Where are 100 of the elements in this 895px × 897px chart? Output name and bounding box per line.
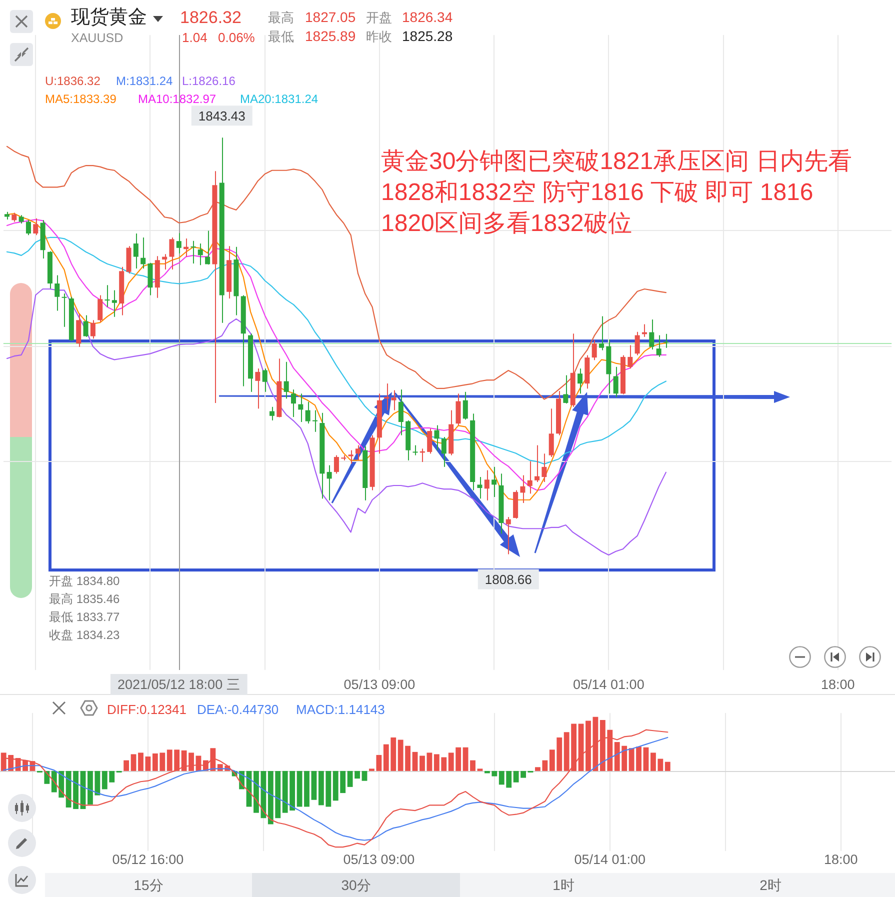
candlestick [441,436,446,468]
annotation: 1843.43 [198,108,246,124]
x-tick-label: 05/13 09:00 [343,852,415,867]
bar [412,752,418,771]
candlestick [90,320,96,340]
candlestick [198,242,203,266]
annotation: 1825.28 [402,28,453,44]
x-tick-label: 05/12 16:00 [112,852,184,867]
x-tick-label: 18:00 [824,852,858,867]
candlestick [634,331,640,356]
chart-title: 现货黄金 [71,6,147,29]
candlestick [62,293,67,328]
candlestick [98,294,103,322]
candlestick [391,390,396,411]
candlestick [334,454,339,474]
text: 15分 [134,876,164,894]
x-tick-label: 18:00 [820,676,855,692]
candlestick [398,389,404,436]
bar [296,770,302,807]
candlestick [592,340,597,361]
candlestick [133,233,138,270]
candlestick [656,334,662,358]
annotation: U:1836.32 [45,74,100,88]
bar [138,752,144,771]
candlestick [169,236,174,270]
candlestick [33,218,38,236]
annotation: 黄金30分钟图已突破1821承压区间 日内先看 1828和1832空 防守1816 下破 即可 1816 1820区间多看1832破位 [381,148,852,237]
candlestick [326,464,332,501]
candlestick [255,368,260,410]
annotation: L:1826.16 [182,74,236,88]
candlestick [262,368,268,392]
candlestick [534,444,540,483]
text: 2时 [760,876,782,894]
text: 开盘 [366,10,392,25]
annotation: 1.04 [182,30,208,45]
candlestick [520,474,526,504]
candlestick [527,460,532,494]
annotation: 最低 1833.77 [49,610,120,624]
text: 1827.05 [305,9,356,25]
candlestick [54,274,60,312]
chart-subtitle: XAUUSD [71,31,124,46]
annotation: 1825.89 [305,28,356,44]
candlestick [477,476,482,500]
candlestick [628,344,633,370]
candlestick [434,424,440,451]
x-tick-label: 05/14 01:00 [573,676,644,692]
candlestick [563,374,568,404]
candlestick [284,361,289,400]
candlestick [492,466,497,498]
annotation: 昨收 [366,29,392,44]
candlestick [484,470,490,501]
bar [124,760,130,771]
candlestick [427,428,432,454]
candlestick [140,236,146,270]
bar [362,770,368,781]
candlestick [83,314,88,338]
text: 30分 [341,876,371,894]
candlestick [112,290,117,318]
candlestick [462,391,468,420]
candlestick [613,366,618,398]
annotation: 收盘 1834.23 [49,628,120,642]
candlestick [104,284,110,308]
candlestick [190,240,196,264]
candlestick [205,230,210,265]
bar [130,754,136,771]
candlestick [412,444,418,456]
annotation: M:1831.24 [116,74,173,88]
annotation: MA5:1833.39 [45,92,116,106]
text: 1826.32 [180,8,242,27]
candlestick [305,401,310,424]
candlestick [506,516,511,555]
annotation: 0.06% [218,30,255,45]
candlestick [312,410,318,432]
annotation: MA10:1832.97 [138,92,216,106]
candlestick [542,453,547,483]
annotation: 1808.66 [484,572,532,587]
candlestick [649,319,654,350]
candlestick [578,368,583,394]
annotation: MA20:1831.24 [240,92,318,106]
text: 1时 [552,876,574,894]
candlestick [348,450,354,464]
candlestick [270,406,275,421]
candlestick [548,408,554,458]
annotation: 最低 [268,29,294,44]
annotation: 最高 1835.46 [49,592,120,606]
text: 1826.34 [402,9,453,25]
bar [145,756,151,771]
candlestick [298,393,304,422]
candlestick [456,393,461,426]
candlestick [663,333,668,348]
candlestick [162,254,168,270]
candlestick [290,389,296,418]
bar [304,770,310,807]
bar [664,762,670,771]
annotation: MACD:1.14143 [296,702,385,717]
x-tick-label: 05/14 01:00 [574,852,646,867]
annotation: DEA:-0.44730 [197,702,279,717]
text: 最高 [268,10,294,25]
candlestick [176,232,182,254]
candlestick [26,220,31,236]
